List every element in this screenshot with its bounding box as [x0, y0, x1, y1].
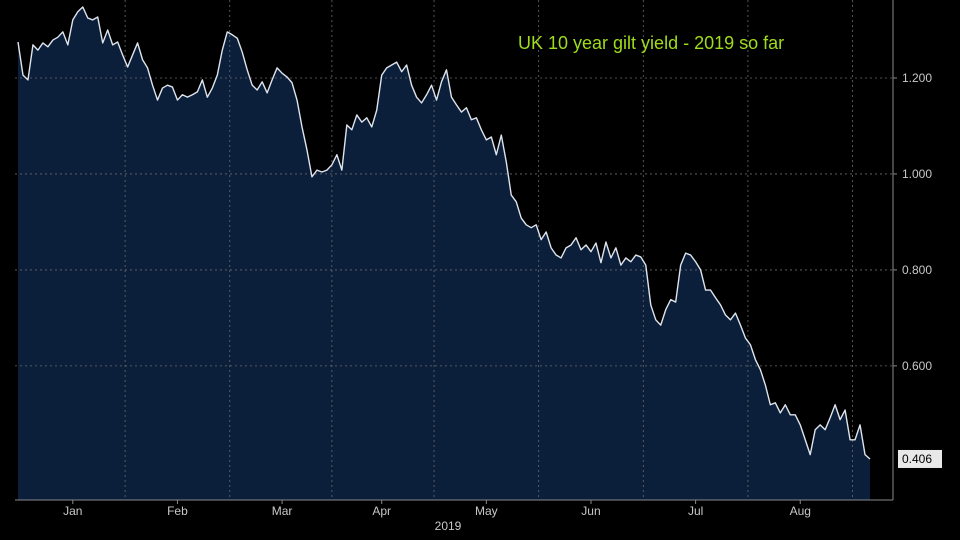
x-axis-label: 2019	[435, 519, 462, 533]
y-tick-label: 0.800	[902, 263, 932, 277]
chart-title: UK 10 year gilt yield - 2019 so far	[518, 33, 784, 53]
x-tick-label: Feb	[167, 504, 188, 518]
x-tick-label: Jun	[581, 504, 600, 518]
last-value-box	[898, 449, 942, 468]
x-tick-label: Jul	[688, 504, 703, 518]
x-tick-label: Aug	[790, 504, 811, 518]
y-tick-label: 0.600	[902, 359, 932, 373]
y-tick-label: 1.000	[902, 167, 932, 181]
x-tick-label: May	[475, 504, 498, 518]
last-value-label: 0.406	[902, 452, 932, 466]
y-tick-label: 1.200	[902, 71, 932, 85]
line	[17, 6, 871, 460]
x-tick-label: Apr	[372, 504, 391, 518]
area	[18, 6, 870, 501]
x-tick-label: Jan	[63, 504, 82, 518]
x-tick-label: Mar	[272, 504, 293, 518]
